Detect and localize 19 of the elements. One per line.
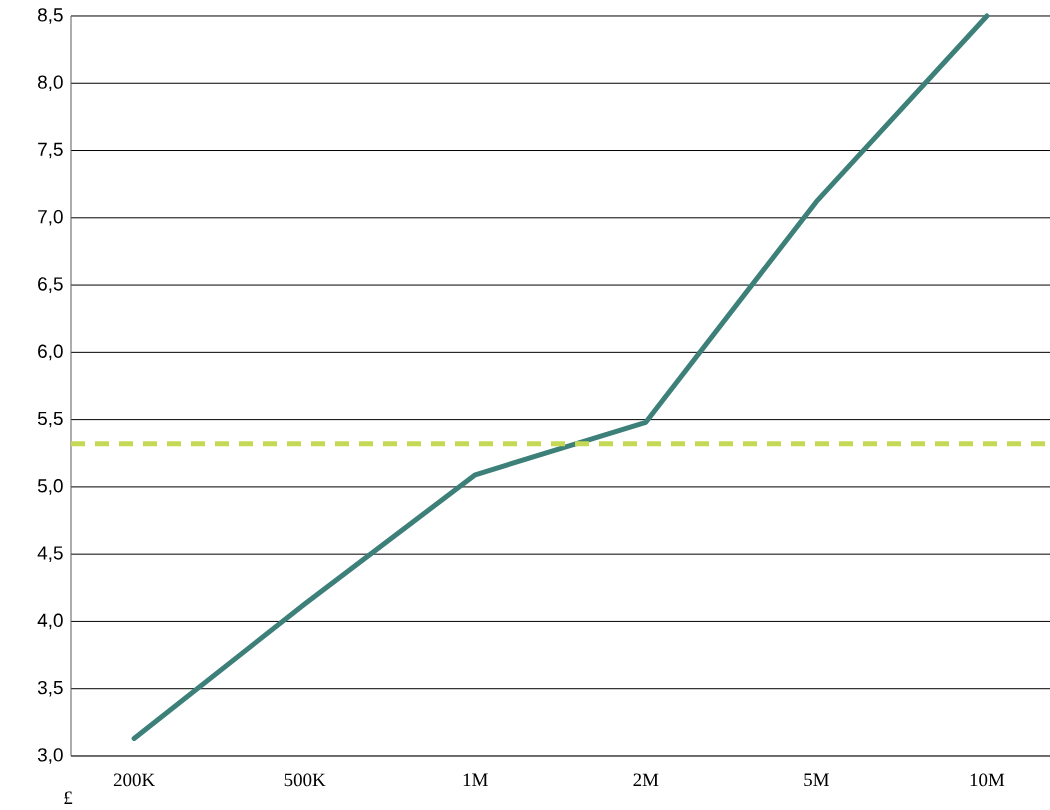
x-tick-label: 2M xyxy=(633,773,659,787)
x-tick-label: 200K xyxy=(113,773,155,787)
y-tick-label: 7,0 xyxy=(38,209,63,226)
y-tick-label: 8,5 xyxy=(38,8,63,24)
x-tick-label: 500K xyxy=(284,773,326,787)
y-tick-label: 3,5 xyxy=(37,680,63,697)
y-tick-label: 6,0 xyxy=(38,344,63,361)
y-tick-label: 5,5 xyxy=(37,411,63,428)
text: £ xyxy=(64,791,73,804)
y-tick-label: 3,0 xyxy=(37,748,63,764)
y-tick-label: 6,5 xyxy=(38,277,63,293)
x-tick-label: 5M xyxy=(804,773,829,787)
y-tick-label: 4,5 xyxy=(37,546,63,562)
x-tick-label: 1M xyxy=(463,773,488,786)
y-tick-label: 5,0 xyxy=(37,479,63,495)
x-tick-label: 10M xyxy=(970,773,1005,787)
y-tick-label: 8,0 xyxy=(38,75,63,92)
y-tick-label: 4,0 xyxy=(37,613,63,630)
y-tick-label: 7,5 xyxy=(38,142,63,159)
